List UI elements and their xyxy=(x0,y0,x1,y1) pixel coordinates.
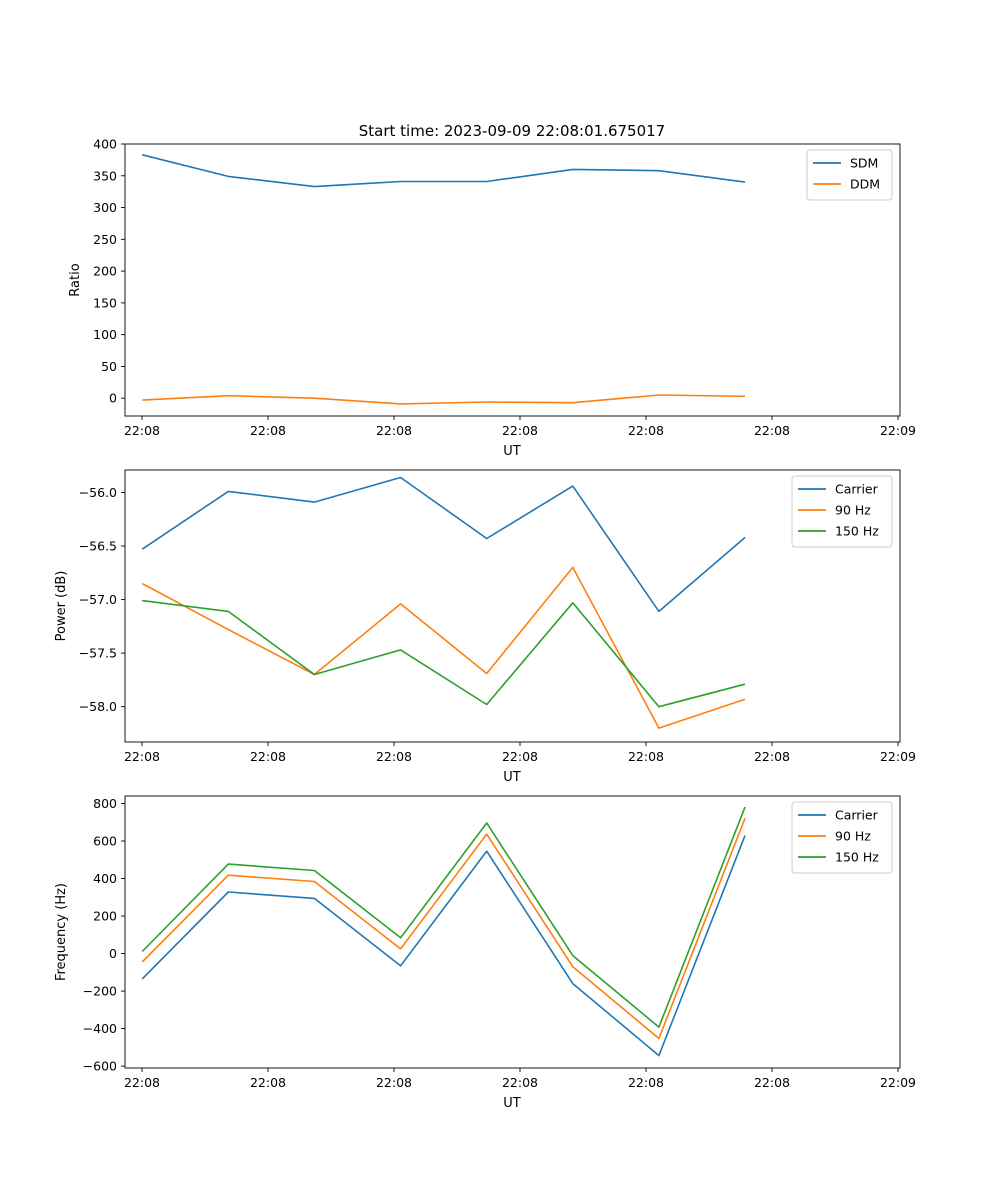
y-tick-label: 200 xyxy=(93,909,117,924)
x-tick-label: 22:08 xyxy=(502,1075,538,1090)
x-tick-label: 22:08 xyxy=(754,1075,790,1090)
y-tick-label: 0 xyxy=(109,391,117,406)
legend: Carrier 90 Hz 150 Hz xyxy=(791,801,893,874)
legend: SDM DDM xyxy=(806,149,893,201)
series-line-carrier xyxy=(141,835,746,1057)
y-tick-label: −600 xyxy=(83,1059,117,1074)
x-tick-label: 22:09 xyxy=(880,749,916,764)
x-tick-label: 22:08 xyxy=(376,423,412,438)
legend: Carrier 90 Hz 150 Hz xyxy=(791,475,893,548)
y-tick-label: 600 xyxy=(93,834,117,849)
x-tick-label: 22:08 xyxy=(250,1075,286,1090)
y-tick-label: −57.5 xyxy=(79,646,117,661)
y-tick-label: 0 xyxy=(109,946,117,961)
axes-frame xyxy=(124,795,901,1069)
x-tick-label: 22:09 xyxy=(880,423,916,438)
y-tick-label: 400 xyxy=(93,871,117,886)
series-line-150-hz xyxy=(142,599,746,708)
x-tick-label: 22:08 xyxy=(376,1075,412,1090)
x-axis-label: UT xyxy=(503,1096,521,1111)
y-tick-label: −56.0 xyxy=(79,485,117,500)
y-tick-label: 150 xyxy=(93,295,117,310)
axes-frame xyxy=(124,143,901,417)
y-tick-label: −400 xyxy=(83,1021,117,1036)
legend-label: SDM xyxy=(850,156,878,171)
x-tick-label: 22:08 xyxy=(250,423,286,438)
series-line-90-hz xyxy=(141,818,746,1040)
legend-label: 90 Hz xyxy=(835,503,871,518)
x-tick-label: 22:08 xyxy=(754,423,790,438)
axes-frame xyxy=(124,469,901,743)
y-tick-label: 800 xyxy=(93,796,117,811)
legend-label: 150 Hz xyxy=(835,524,879,539)
x-tick-label: 22:08 xyxy=(628,1075,664,1090)
panel-3: 22:08 22:08 22:08 22:08 22:08 22:08 22:09 −600 −… xyxy=(54,795,916,1111)
legend-label: Carrier xyxy=(835,482,879,497)
x-axis-label: UT xyxy=(503,444,521,459)
panel-2: 22:08 22:08 22:08 22:08 22:08 22:08 22:09 −58.0… xyxy=(54,469,916,785)
series-line-sdm xyxy=(142,154,746,188)
y-tick-label: 250 xyxy=(93,232,117,247)
y-tick-label: 350 xyxy=(93,168,117,183)
x-tick-label: 22:08 xyxy=(502,423,538,438)
legend-label: Carrier xyxy=(835,808,879,823)
y-axis-label: Ratio xyxy=(68,263,83,296)
legend-label: DDM xyxy=(850,177,880,192)
y-tick-label: 300 xyxy=(93,200,117,215)
y-axis-label: Power (dB) xyxy=(54,571,69,642)
y-tick-label: 100 xyxy=(93,327,117,342)
y-tick-label: 200 xyxy=(93,264,117,279)
y-tick-label: −58.0 xyxy=(79,699,117,714)
y-tick-label: −56.5 xyxy=(79,539,117,554)
x-tick-label: 22:08 xyxy=(502,749,538,764)
series-line-150-hz xyxy=(141,806,746,1028)
y-tick-label: −200 xyxy=(83,984,117,999)
series-line-carrier xyxy=(141,476,746,613)
x-tick-label: 22:08 xyxy=(250,749,286,764)
y-tick-label: −57.0 xyxy=(79,592,117,607)
panel-1: 22:08 22:08 22:08 22:08 22:08 22:08 22:09 0 50 10… xyxy=(68,137,916,460)
x-tick-label: 22:08 xyxy=(628,423,664,438)
y-axis-label: Frequency (Hz) xyxy=(54,883,69,981)
x-tick-label: 22:08 xyxy=(124,1075,160,1090)
legend-box xyxy=(791,801,893,874)
y-tick-label: 400 xyxy=(93,137,117,152)
legend-box xyxy=(791,475,893,548)
legend-label: 90 Hz xyxy=(835,829,871,844)
figure-title: Start time: 2023-09-09 22:08:01.675017 xyxy=(359,122,665,140)
x-tick-label: 22:08 xyxy=(754,749,790,764)
series-line-ddm xyxy=(142,394,746,405)
x-tick-label: 22:08 xyxy=(124,423,160,438)
x-tick-label: 22:08 xyxy=(124,749,160,764)
x-tick-label: 22:08 xyxy=(376,749,412,764)
legend-label: 150 Hz xyxy=(835,850,879,865)
y-tick-label: 50 xyxy=(101,359,117,374)
x-tick-label: 22:08 xyxy=(628,749,664,764)
x-axis-label: UT xyxy=(503,770,521,785)
series-line-90-hz xyxy=(141,566,746,729)
x-tick-label: 22:09 xyxy=(880,1075,916,1090)
